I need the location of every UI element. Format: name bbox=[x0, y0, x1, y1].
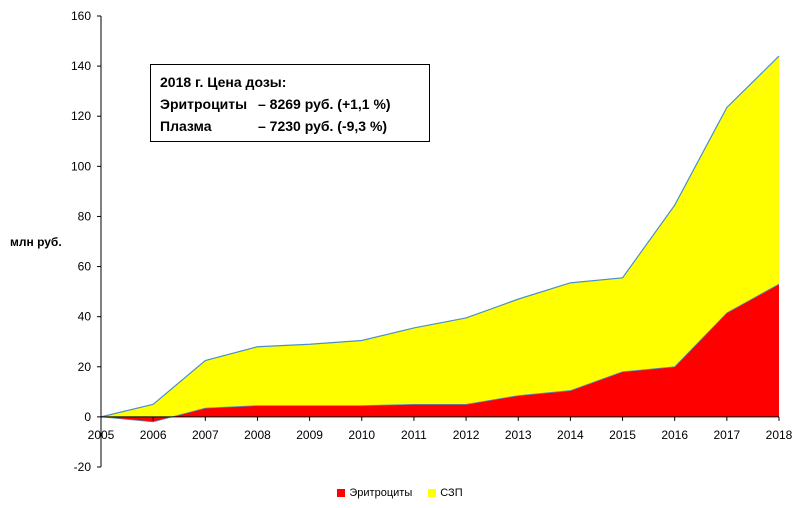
y-tick-labels: -20 0 20 40 60 80 100 120 140 160 bbox=[71, 9, 91, 474]
y-tick-label: 140 bbox=[71, 59, 91, 73]
x-tick-label: 2012 bbox=[453, 428, 480, 442]
x-tick-labels: 2005 2006 2007 2008 2009 2010 2011 2012 2013 2014… bbox=[88, 428, 793, 442]
x-tick-label: 2005 bbox=[88, 428, 115, 442]
legend-swatch bbox=[428, 489, 437, 497]
y-tick-label: 60 bbox=[78, 260, 92, 274]
y-tick-label: 160 bbox=[71, 9, 91, 23]
y-axis-label: млн руб. bbox=[10, 235, 62, 249]
legend-item-erythrocytes: Эритроциты bbox=[337, 487, 412, 499]
legend-item-szp: СЗП bbox=[428, 487, 463, 499]
x-tick-label: 2007 bbox=[192, 428, 219, 442]
y-tick-label: 0 bbox=[84, 410, 91, 424]
annotation-line-plasma: Плазма – 7230 руб. (-9,3 %) bbox=[160, 115, 420, 137]
x-tick-label: 2006 bbox=[140, 428, 167, 442]
x-tick-label: 2017 bbox=[713, 428, 740, 442]
y-tick-label: 40 bbox=[78, 310, 92, 324]
axes bbox=[97, 15, 780, 468]
y-tick-label: 120 bbox=[71, 109, 91, 123]
x-tick-label: 2015 bbox=[609, 428, 636, 442]
annotation-name: Плазма bbox=[160, 118, 212, 134]
legend: Эритроциты СЗП bbox=[0, 487, 800, 499]
annotation-title: 2018 г. Цена дозы: bbox=[160, 74, 287, 90]
x-tick-label: 2010 bbox=[348, 428, 375, 442]
y-tick-label: 80 bbox=[78, 209, 92, 223]
x-tick-label: 2013 bbox=[505, 428, 532, 442]
legend-label: Эритроциты bbox=[349, 487, 413, 499]
x-tick-label: 2018 bbox=[766, 428, 793, 442]
legend-swatch bbox=[337, 489, 346, 497]
series-areas bbox=[100, 55, 780, 423]
x-tick-label: 2009 bbox=[296, 428, 323, 442]
area-series-erythrocytes bbox=[101, 284, 779, 422]
x-tick-label: 2016 bbox=[661, 428, 688, 442]
legend-label: СЗП bbox=[440, 487, 463, 499]
y-tick-label: 20 bbox=[78, 360, 92, 374]
y-tick-label: 100 bbox=[71, 159, 91, 173]
x-tick-label: 2008 bbox=[244, 428, 271, 442]
annotation-line-erythrocytes: Эритроциты – 8269 руб. (+1,1 %) bbox=[160, 93, 420, 115]
price-annotation-box: 2018 г. Цена дозы: Эритроциты – 8269 руб… bbox=[150, 64, 430, 142]
annotation-name: Эритроциты bbox=[160, 96, 248, 112]
annotation-value: – 8269 руб. (+1,1 %) bbox=[258, 96, 391, 112]
series-outline-szp bbox=[100, 55, 780, 418]
x-tick-label: 2014 bbox=[557, 428, 584, 442]
series-outline-erythrocytes bbox=[100, 283, 780, 423]
y-tick-label: -20 bbox=[74, 460, 92, 474]
annotation-value: – 7230 руб. (-9,3 %) bbox=[258, 118, 388, 134]
area-series-szp bbox=[101, 56, 779, 422]
x-tick-label: 2011 bbox=[401, 428, 427, 442]
